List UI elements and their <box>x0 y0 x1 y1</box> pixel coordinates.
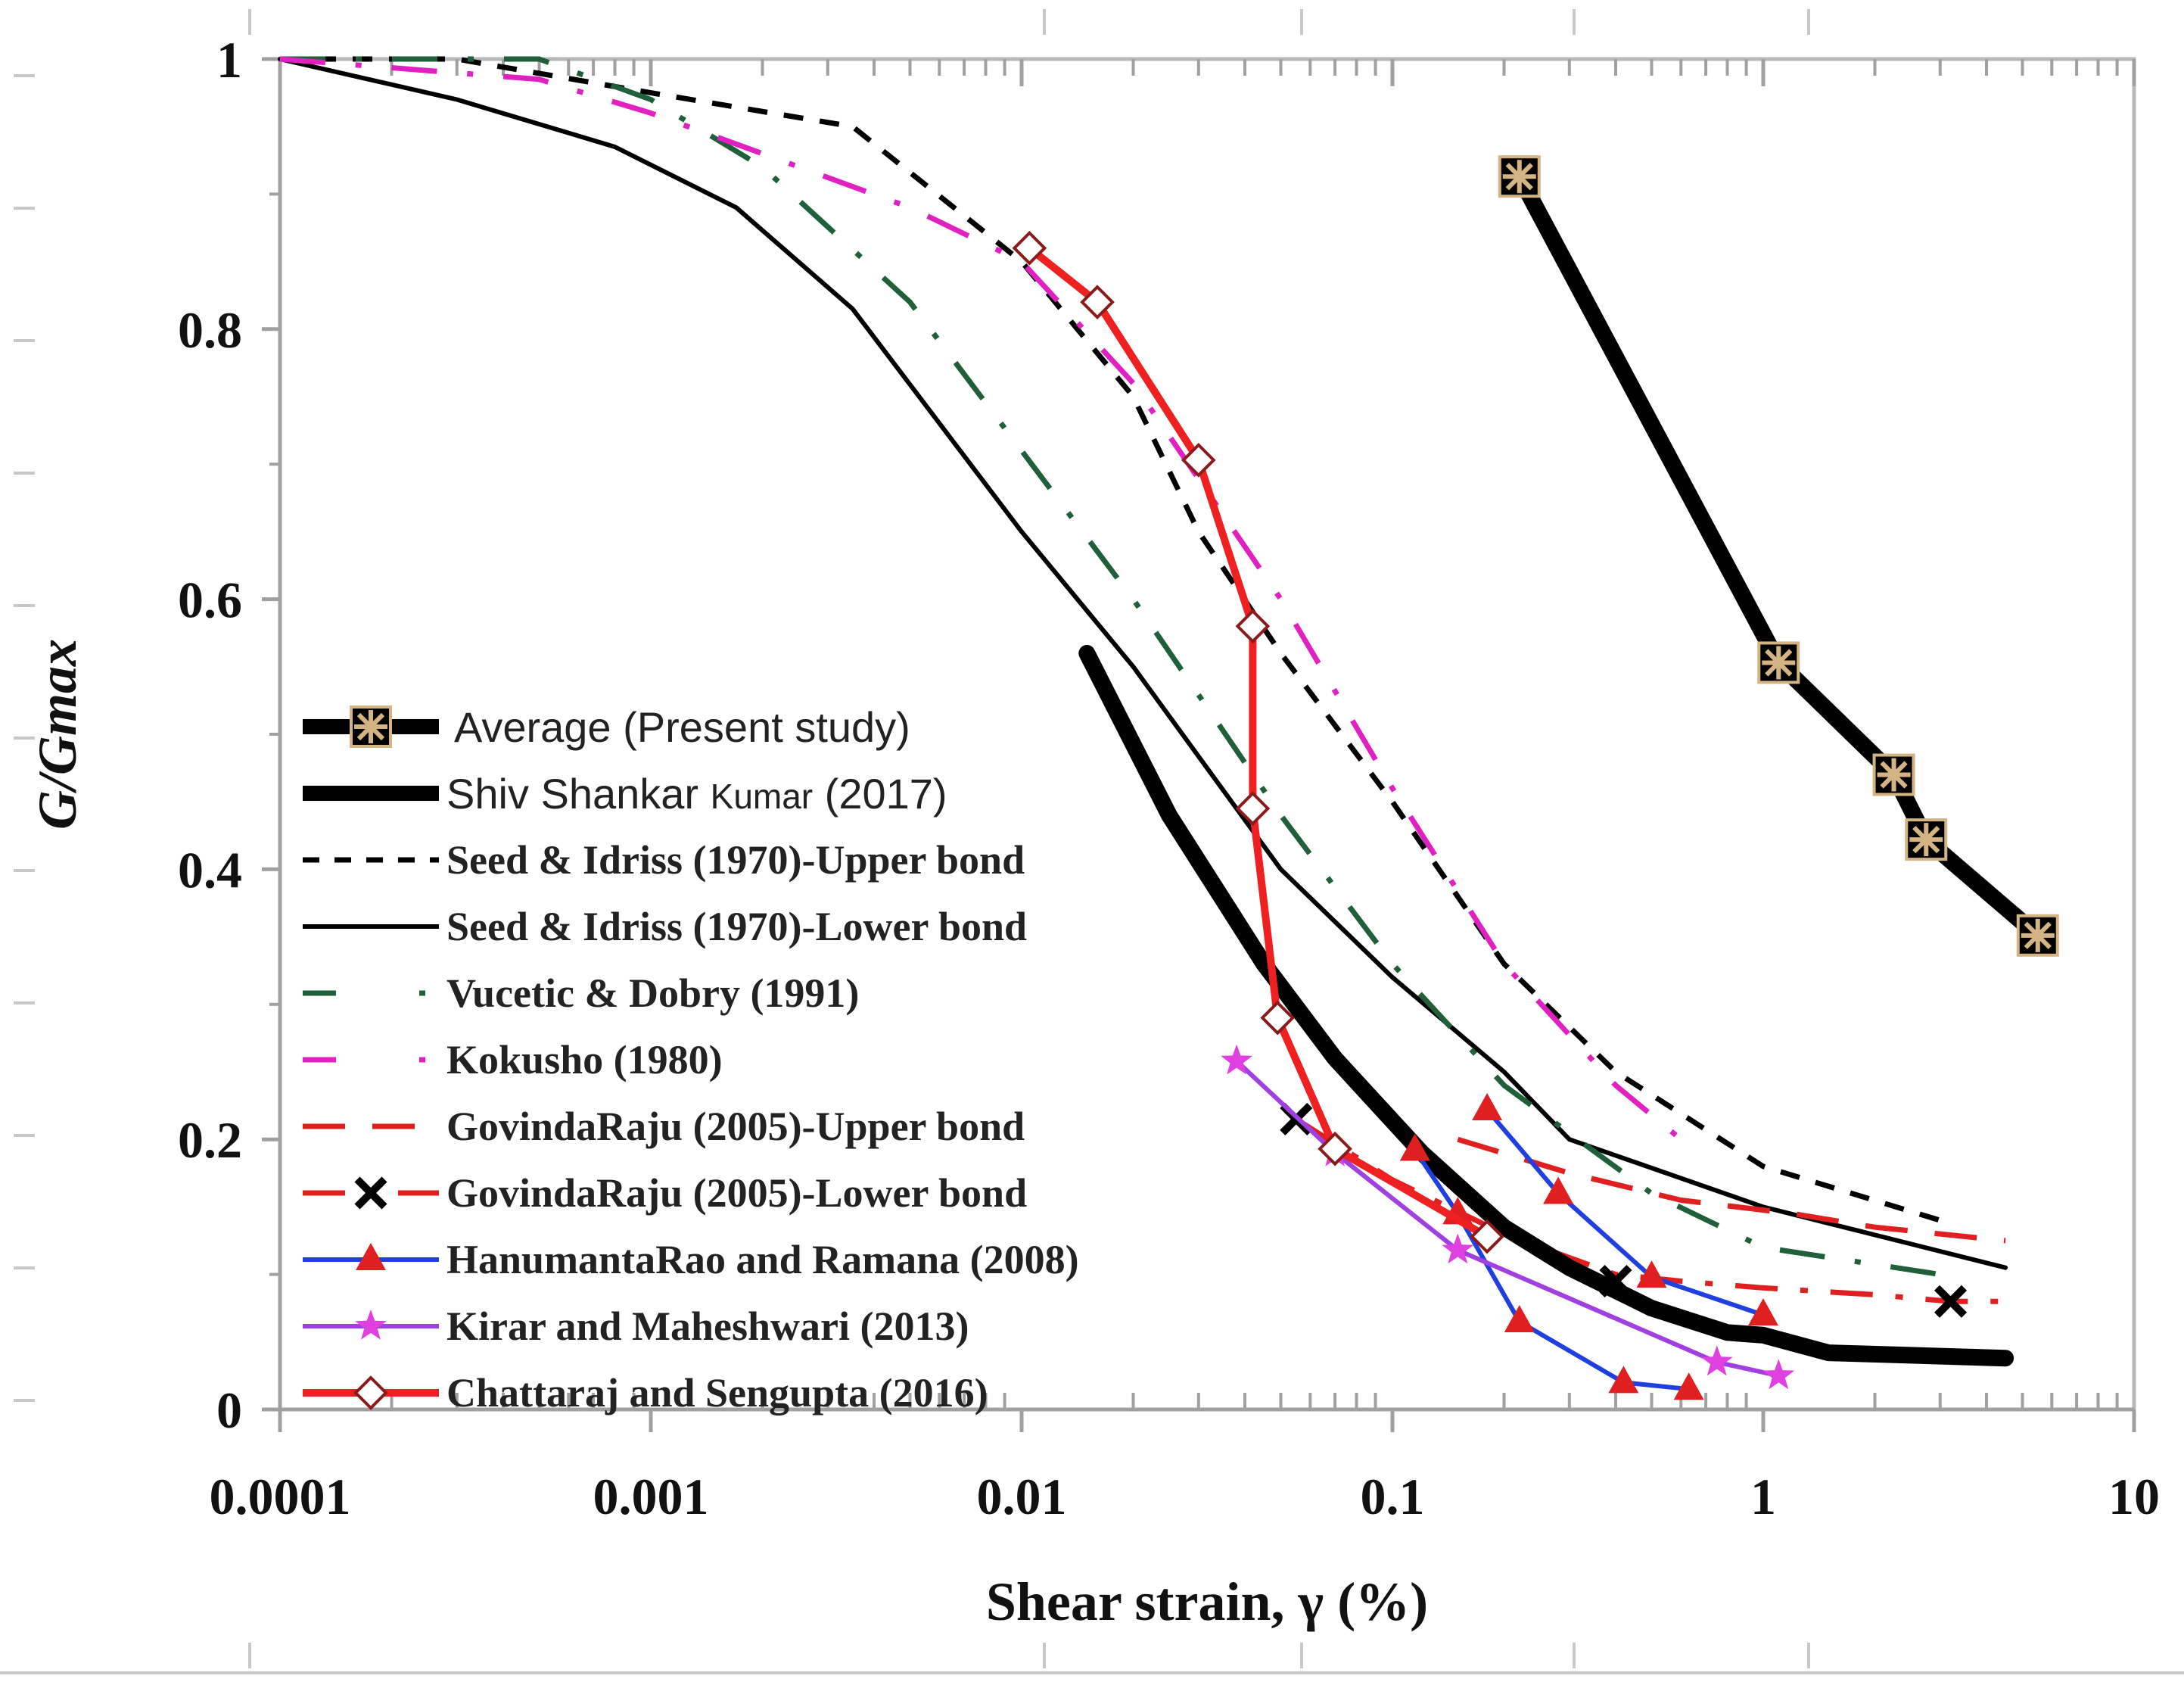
y-tick-label: 0 <box>216 1381 242 1439</box>
legend-item: HanumantaRao and Ramana (2008) <box>303 1237 1079 1282</box>
x-tick-labels: 0.0001 0.001 0.01 0.1 1 10 <box>210 59 2160 1525</box>
legend-swatch-marker-star <box>354 710 387 743</box>
series-line <box>279 56 1683 1142</box>
legend-item: Kirar and Maheshwari (2013) <box>303 1303 969 1349</box>
series-line <box>280 56 1941 1223</box>
legend-label: GovindaRaju (2005)-Lower bond <box>446 1170 1027 1216</box>
series-4 <box>280 56 1941 1278</box>
legend-item: Vucetic & Dobry (1991) <box>303 970 859 1016</box>
data-point-star <box>1909 823 1943 857</box>
legend-item: GovindaRaju (2005)-Upper bond <box>303 1104 1025 1149</box>
data-point <box>1399 1133 1430 1161</box>
x-tick-label: 0.1 <box>1361 1468 1425 1525</box>
series-line <box>1457 1136 2006 1244</box>
legend-label-part: (2017) <box>813 770 947 818</box>
data-point <box>1012 230 1047 266</box>
series-11 <box>1012 230 1504 1254</box>
legend-item: GovindaRaju (2005)-Lower bond <box>303 1170 1027 1216</box>
legend-label: Seed & Idriss (1970)-Lower bond <box>446 904 1027 949</box>
data-point-star <box>2021 918 2055 952</box>
series-line <box>1485 1107 1766 1318</box>
legend-swatch-marker <box>353 1375 388 1410</box>
legend-label: Kirar and Maheshwari (2013) <box>446 1303 969 1349</box>
y-tick-label: 0.8 <box>178 301 242 359</box>
series-line <box>1025 244 1492 1241</box>
data-point <box>1673 1372 1704 1400</box>
x-tick-label: 0.001 <box>593 1468 709 1525</box>
data-point <box>1762 1359 1795 1390</box>
data-point <box>1470 1219 1504 1254</box>
series-0 <box>1498 155 2059 957</box>
x-tick-label: 1 <box>1750 1468 1776 1525</box>
data-point <box>1748 1298 1778 1326</box>
series-line <box>1510 168 2046 944</box>
y-axis-title: G/Gmax <box>27 639 88 830</box>
data-point <box>1221 1044 1252 1075</box>
series-9 <box>1472 1092 1778 1326</box>
y-tick-label: 1 <box>216 31 242 89</box>
data-point <box>1318 1131 1352 1166</box>
data-point-star <box>1502 160 1536 194</box>
legend-label: Average (Present study) <box>454 703 910 751</box>
series-line <box>278 57 2008 1270</box>
series-line <box>1078 645 2014 1367</box>
legend-label: HanumantaRao and Ramana (2008) <box>446 1237 1079 1282</box>
data-point <box>1080 285 1115 319</box>
legend-label: Seed & Idriss (1970)-Upper bond <box>446 837 1025 883</box>
data-point <box>1472 1092 1503 1120</box>
data-point <box>1235 791 1271 826</box>
series-line <box>280 56 1941 1278</box>
series-10 <box>1221 1044 1795 1390</box>
series-1 <box>1078 645 2014 1367</box>
legend-label: GovindaRaju (2005)-Upper bond <box>446 1104 1025 1149</box>
x-tick-label: 10 <box>2108 1468 2160 1525</box>
legend-item: Seed & Idriss (1970)-Lower bond <box>303 904 1027 949</box>
data-point <box>1260 1000 1296 1036</box>
legend-label: Shiv Shankar Kumar (2017) <box>446 770 947 818</box>
y-tick-label: 0.4 <box>178 841 242 899</box>
y-tick-label: 0.6 <box>178 572 242 629</box>
x-tick-label: 0.0001 <box>210 1468 351 1525</box>
legend-item: Shiv Shankar Kumar (2017) <box>303 770 947 818</box>
data-point <box>1181 443 1216 478</box>
series-6 <box>1457 1136 2006 1244</box>
series-5 <box>279 56 1683 1142</box>
legend-item: Average (Present study) <box>303 703 910 751</box>
y-tick-label: 0.2 <box>178 1111 242 1169</box>
series-3 <box>278 57 2008 1270</box>
series-2 <box>280 56 1941 1223</box>
data-point <box>1235 609 1271 644</box>
legend-item: Chattaraj and Sengupta (2016) <box>303 1370 988 1416</box>
x-tick-label: 0.01 <box>977 1468 1067 1525</box>
data-point <box>1543 1176 1574 1204</box>
data-point <box>1504 1305 1535 1333</box>
legend-label: Kokusho (1980) <box>446 1037 723 1082</box>
data-point-x <box>1934 1285 1968 1318</box>
data-point-star <box>1762 646 1796 680</box>
legend-swatch-marker <box>356 1243 386 1270</box>
series-line <box>1294 1117 2006 1304</box>
outer-frame-ticks <box>0 9 2184 1674</box>
data-point <box>1700 1345 1733 1376</box>
data-point <box>1442 1233 1474 1264</box>
legend-label: Vucetic & Dobry (1991) <box>446 970 859 1016</box>
legend-item: Seed & Idriss (1970)-Upper bond <box>303 837 1025 883</box>
legend-swatch-marker <box>355 1310 387 1340</box>
data-point-star <box>1877 758 1911 792</box>
y-tick-labels: 0 0.2 0.4 0.6 0.8 1 <box>178 31 280 1439</box>
legend-item: Kokusho (1980) <box>303 1037 723 1082</box>
legend-label: Chattaraj and Sengupta (2016) <box>446 1370 988 1416</box>
legend-swatch-marker <box>354 1176 387 1210</box>
minor-ticks <box>390 59 2119 1409</box>
series-layer <box>278 56 2059 1400</box>
legend: Average (Present study) Shiv Shankar Kuma… <box>303 703 1079 1416</box>
legend-label-part: Shiv Shankar <box>446 770 711 818</box>
data-point <box>1636 1260 1667 1288</box>
data-point <box>1608 1366 1639 1394</box>
x-axis-title: Shear strain, γ (%) <box>986 1571 1428 1632</box>
legend-label-part: Kumar <box>711 777 813 816</box>
